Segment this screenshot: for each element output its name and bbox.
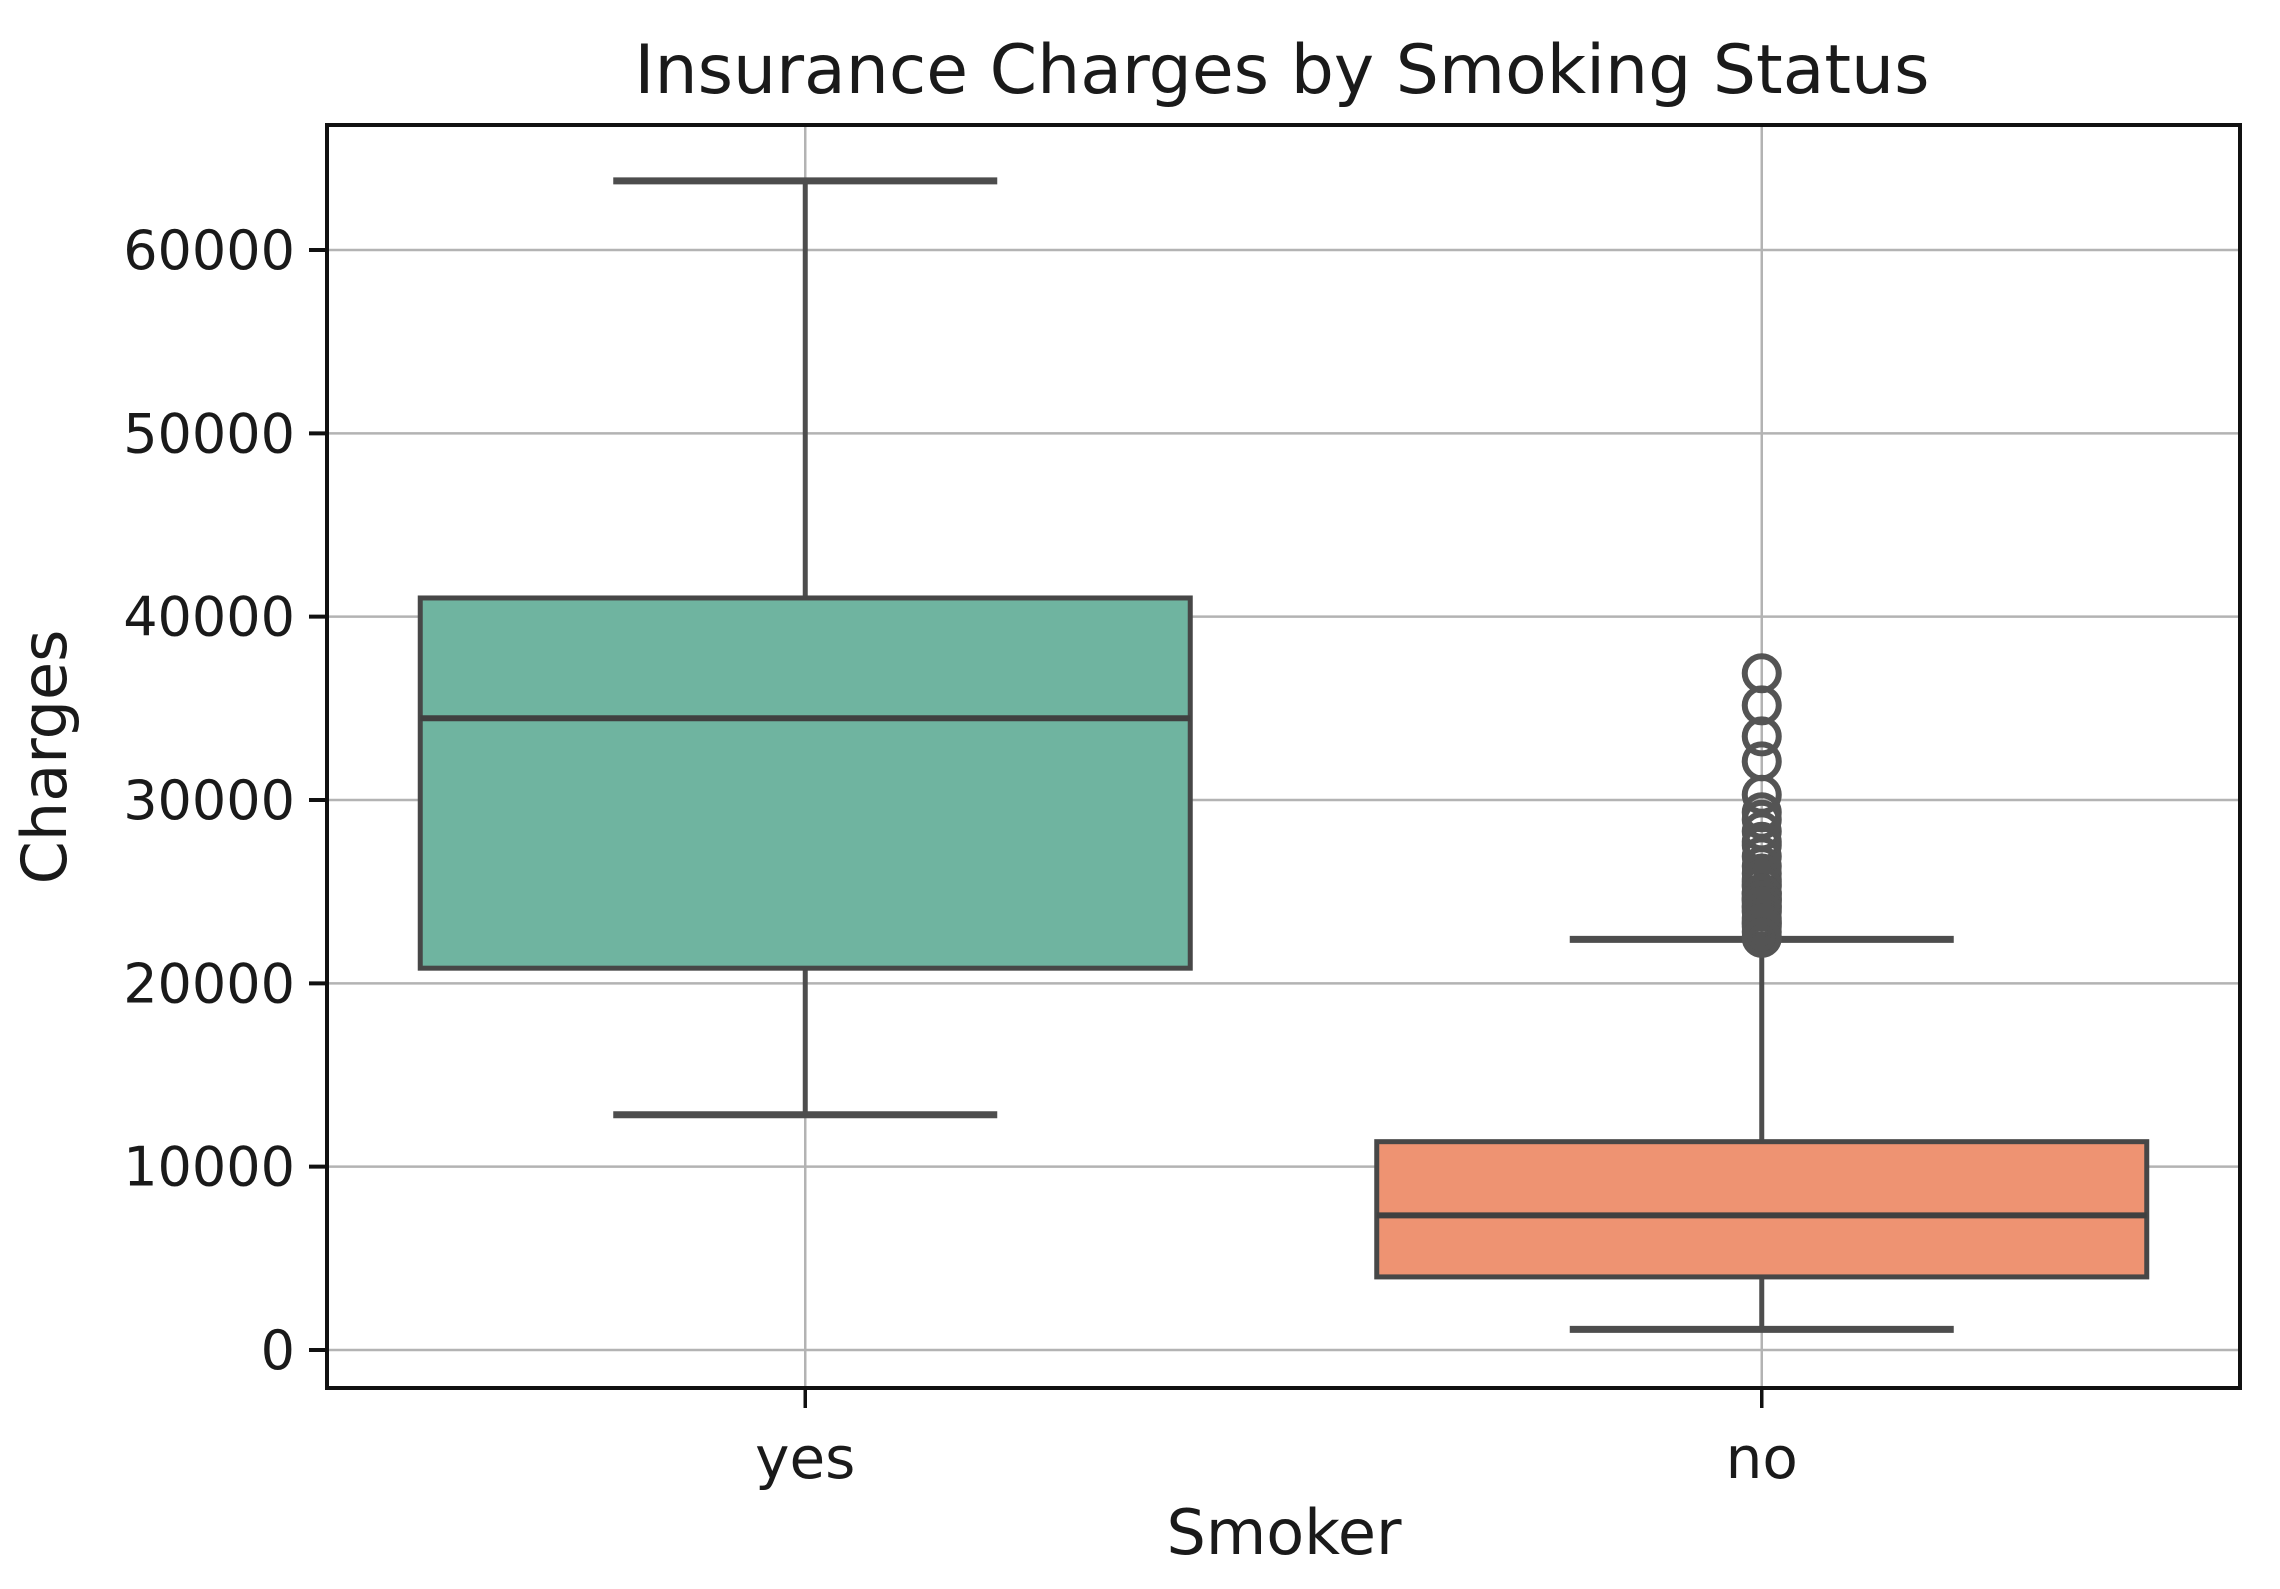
x-tick-label: no (1726, 1424, 1798, 1492)
y-tick-label: 30000 (123, 769, 295, 832)
y-tick-label: 10000 (123, 1136, 295, 1199)
outlier-point (1741, 716, 1782, 757)
x-axis-label: Smoker (1166, 1496, 1402, 1569)
y-tick-label: 20000 (123, 952, 295, 1015)
y-tick-label: 0 (261, 1319, 295, 1382)
axes-border (325, 123, 2242, 1390)
x-tick-label: yes (755, 1424, 855, 1492)
y-axis-label: Charges (8, 630, 81, 885)
chart-layer: 0 10000 20000 30000 40000 50000 60000 yes no (123, 123, 2242, 1492)
outlier-point (1741, 917, 1782, 958)
y-tick-label: 60000 (123, 219, 295, 282)
outlier-point (1741, 685, 1782, 726)
box-yes (417, 595, 1193, 971)
y-tick-label: 50000 (123, 402, 295, 465)
y-tick-label: 40000 (123, 586, 295, 649)
box-no (1374, 1139, 2150, 1280)
chart-title: Insurance Charges by Smoking Status (634, 31, 1929, 110)
